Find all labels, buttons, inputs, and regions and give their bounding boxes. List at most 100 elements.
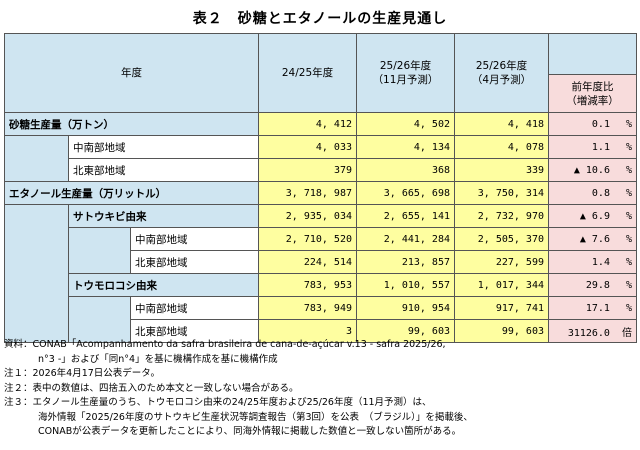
- cell-v2: 4, 502: [356, 112, 455, 136]
- header-col2-line1: 25/26年度: [379, 60, 432, 72]
- row-label: トウモロコシ由来: [68, 273, 259, 297]
- header-col3: 25/26年度 （4月予測）: [454, 33, 549, 113]
- cell-v2: 368: [356, 158, 455, 182]
- table-row: 中南部地域 783, 949 910, 954 917, 741 17.1 %: [5, 296, 637, 343]
- note-3-line-3: CONABが公表データを更新したことにより、同海外情報に掲載した数値と一致しない…: [38, 426, 462, 437]
- cell-v2: 99, 603: [356, 319, 455, 343]
- cell-ratio: ▲ 6.9 %: [548, 204, 637, 228]
- ratio-value: ▲ 10.6: [573, 164, 610, 176]
- ratio-unit: %: [625, 302, 632, 314]
- indent-cell: [68, 296, 131, 343]
- header-col2-line2: （11月予測）: [372, 74, 439, 86]
- header-col2: 25/26年度 （11月予測）: [356, 33, 455, 113]
- cell-v3: 339: [454, 158, 549, 182]
- table-row: 砂糖生産量（万トン） 4, 412 4, 502 4, 418 0.1 %: [4, 112, 637, 136]
- cell-v2: 2, 441, 284: [356, 227, 455, 251]
- source-line-1: 資料：CONAB「Acompanhamento da safra brasile…: [4, 339, 446, 350]
- ratio-value: 1.4: [591, 256, 610, 268]
- table-row: サトウキビ由来 2, 935, 034 2, 655, 141 2, 732, …: [4, 204, 637, 343]
- ratio-value: 1.1: [591, 141, 610, 153]
- header-col3-line2: （4月予測）: [471, 74, 532, 86]
- cell-v1: 224, 514: [258, 250, 357, 274]
- cell-v3: 99, 603: [454, 319, 549, 343]
- ratio-unit: %: [625, 279, 632, 291]
- row-label: 北東部地域: [130, 250, 259, 274]
- cell-v3: 1, 017, 344: [454, 273, 549, 297]
- ratio-value: ▲ 7.6: [579, 233, 610, 245]
- cell-v3: 2, 732, 970: [454, 204, 549, 228]
- cell-v1: 3, 718, 987: [258, 181, 357, 205]
- table-row: 北東部地域 379 368 339 ▲ 10.6 %: [5, 158, 637, 182]
- row-label: サトウキビ由来: [68, 204, 259, 228]
- ratio-value: 31126.0: [567, 327, 610, 339]
- cell-v1: 379: [258, 158, 357, 182]
- table-row: 中南部地域 2, 710, 520 2, 441, 284 2, 505, 37…: [5, 227, 637, 274]
- ratio-unit: %: [625, 233, 632, 245]
- header-col3-line1: 25/26年度: [475, 60, 528, 72]
- cell-v3: 4, 078: [454, 135, 549, 159]
- cell-v2: 3, 665, 698: [356, 181, 455, 205]
- cell-v2: 910, 954: [356, 296, 455, 320]
- cell-v1: 2, 935, 034: [258, 204, 357, 228]
- ratio-unit: %: [625, 141, 632, 153]
- cell-ratio: 0.1 %: [548, 112, 637, 136]
- notes-section: 資料：CONAB「Acompanhamento da safra brasile…: [4, 338, 636, 440]
- header-col4: 前年度比 （増減率）: [548, 74, 637, 113]
- cell-v3: 4, 418: [454, 112, 549, 136]
- indent-cell: [68, 227, 131, 274]
- header-col4-line1: 前年度比: [571, 80, 614, 93]
- cell-v2: 2, 655, 141: [356, 204, 455, 228]
- cell-ratio: 29.8 %: [548, 273, 637, 297]
- note-3-line-1: 注３：エタノール生産量のうち、トウモロコシ由来の24/25年度および25/26年…: [4, 397, 432, 408]
- table-row: 中南部地域 4, 033 4, 134 4, 078 1.1 %: [4, 135, 637, 182]
- note-3-line-2: 海外情報「2025/26年度のサトウキビ生産状況等調査報告（第3回）を公表 （ブ…: [38, 411, 473, 423]
- header-col4-spacer: [548, 33, 637, 75]
- ratio-unit: %: [625, 118, 632, 130]
- cell-ratio: 0.8 %: [548, 181, 637, 205]
- cell-ratio: ▲ 7.6 %: [548, 227, 637, 251]
- header-nendo: 年度: [4, 33, 259, 113]
- header-col1: 24/25年度: [258, 33, 357, 113]
- ratio-unit: 倍: [622, 327, 632, 339]
- ratio-unit: %: [625, 210, 632, 222]
- table-row: トウモロコシ由来 783, 953 1, 010, 557 1, 017, 34…: [5, 273, 637, 297]
- cell-v1: 2, 710, 520: [258, 227, 357, 251]
- cell-ratio: 1.1 %: [548, 135, 637, 159]
- ratio-value: 29.8: [585, 279, 610, 291]
- header-col4-line2: （増減率）: [566, 94, 619, 107]
- ratio-value: ▲ 6.9: [579, 210, 610, 222]
- row-label: 中南部地域: [130, 227, 259, 251]
- table-row: 北東部地域 3 99, 603 99, 603 31126.0 倍: [5, 319, 637, 343]
- production-table: 年度 24/25年度 25/26年度 （11月予測） 25/26年度 （4月予測…: [4, 33, 637, 343]
- cell-v1: 4, 033: [258, 135, 357, 159]
- row-label: 中南部地域: [130, 296, 259, 320]
- row-label: エタノール生産量（万リットル）: [4, 181, 259, 205]
- cell-v3: 3, 750, 314: [454, 181, 549, 205]
- row-label: 北東部地域: [130, 319, 259, 343]
- cell-v1: 783, 949: [258, 296, 357, 320]
- row-label: 砂糖生産量（万トン）: [4, 112, 259, 136]
- cell-v3: 917, 741: [454, 296, 549, 320]
- cell-v1: 4, 412: [258, 112, 357, 136]
- cell-v1: 783, 953: [258, 273, 357, 297]
- cell-v2: 213, 857: [356, 250, 455, 274]
- table-row: エタノール生産量（万リットル） 3, 718, 987 3, 665, 698 …: [4, 181, 637, 205]
- cell-v3: 2, 505, 370: [454, 227, 549, 251]
- source-line-2: n°3 -」および「同n°4」を基に機構作成を基に機構作成: [38, 353, 278, 365]
- row-label: 北東部地域: [68, 158, 259, 182]
- ratio-unit: %: [625, 187, 632, 199]
- ratio-value: 0.8: [591, 187, 610, 199]
- cell-ratio: 1.4 %: [548, 250, 637, 274]
- cell-v1: 3: [258, 319, 357, 343]
- ratio-value: 0.1: [591, 118, 610, 130]
- cell-v3: 227, 599: [454, 250, 549, 274]
- indent-cell: [4, 204, 69, 343]
- cell-ratio: 17.1 %: [548, 296, 637, 320]
- cell-v2: 4, 134: [356, 135, 455, 159]
- table-title: 表２ 砂糖とエタノールの生産見通し: [192, 11, 448, 27]
- note-1: 注１：2026年4月17日公表データ。: [4, 368, 161, 379]
- cell-v2: 1, 010, 557: [356, 273, 455, 297]
- ratio-unit: %: [625, 164, 632, 176]
- row-label: 中南部地域: [68, 135, 259, 159]
- ratio-value: 17.1: [585, 302, 610, 314]
